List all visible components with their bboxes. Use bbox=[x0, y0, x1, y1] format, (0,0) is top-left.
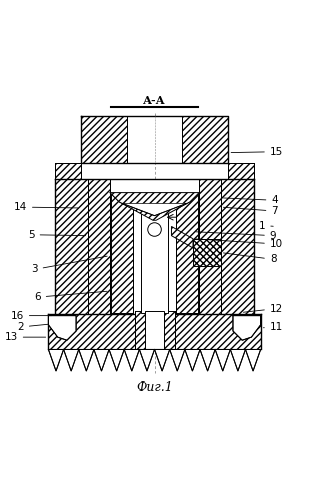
Polygon shape bbox=[164, 311, 175, 349]
Polygon shape bbox=[81, 116, 228, 163]
Polygon shape bbox=[79, 349, 94, 371]
Text: 1: 1 bbox=[259, 221, 273, 231]
Polygon shape bbox=[134, 311, 145, 349]
Polygon shape bbox=[127, 116, 182, 163]
Polygon shape bbox=[154, 349, 170, 371]
Polygon shape bbox=[185, 349, 200, 371]
Polygon shape bbox=[49, 314, 260, 349]
Polygon shape bbox=[199, 179, 221, 314]
Text: 4: 4 bbox=[223, 195, 278, 205]
Text: А-А: А-А bbox=[143, 95, 166, 106]
Polygon shape bbox=[139, 349, 154, 371]
Text: 10: 10 bbox=[196, 239, 283, 249]
Polygon shape bbox=[110, 193, 199, 220]
Polygon shape bbox=[176, 193, 197, 314]
Polygon shape bbox=[94, 349, 109, 371]
Polygon shape bbox=[122, 204, 187, 216]
Polygon shape bbox=[170, 349, 185, 371]
Text: 11: 11 bbox=[263, 322, 283, 332]
Text: 5: 5 bbox=[28, 230, 86, 240]
Text: 13: 13 bbox=[4, 332, 46, 342]
Text: 14: 14 bbox=[14, 202, 78, 212]
Polygon shape bbox=[109, 349, 124, 371]
Polygon shape bbox=[55, 163, 81, 179]
Text: 2: 2 bbox=[17, 322, 49, 332]
Text: 6: 6 bbox=[34, 291, 107, 302]
Polygon shape bbox=[49, 349, 64, 371]
Text: 15: 15 bbox=[231, 147, 283, 157]
Polygon shape bbox=[221, 179, 255, 314]
Polygon shape bbox=[245, 349, 260, 371]
Polygon shape bbox=[171, 227, 193, 248]
Polygon shape bbox=[145, 311, 164, 349]
Polygon shape bbox=[215, 349, 230, 371]
Polygon shape bbox=[228, 163, 255, 179]
Polygon shape bbox=[193, 239, 221, 266]
Polygon shape bbox=[230, 349, 245, 371]
Text: 16: 16 bbox=[11, 310, 52, 321]
Text: 9: 9 bbox=[196, 231, 277, 241]
Text: 12: 12 bbox=[243, 303, 283, 313]
Polygon shape bbox=[55, 179, 88, 314]
Text: 7: 7 bbox=[223, 206, 278, 216]
Text: Фиг.1: Фиг.1 bbox=[136, 381, 173, 394]
Polygon shape bbox=[64, 349, 79, 371]
Text: 8: 8 bbox=[223, 253, 277, 264]
Circle shape bbox=[148, 223, 161, 236]
Polygon shape bbox=[49, 316, 76, 340]
Text: 3: 3 bbox=[31, 256, 107, 274]
Polygon shape bbox=[110, 179, 199, 314]
Polygon shape bbox=[88, 179, 110, 314]
Polygon shape bbox=[200, 349, 215, 371]
Polygon shape bbox=[112, 193, 133, 314]
Polygon shape bbox=[124, 349, 139, 371]
Polygon shape bbox=[141, 194, 168, 312]
Polygon shape bbox=[233, 316, 260, 340]
